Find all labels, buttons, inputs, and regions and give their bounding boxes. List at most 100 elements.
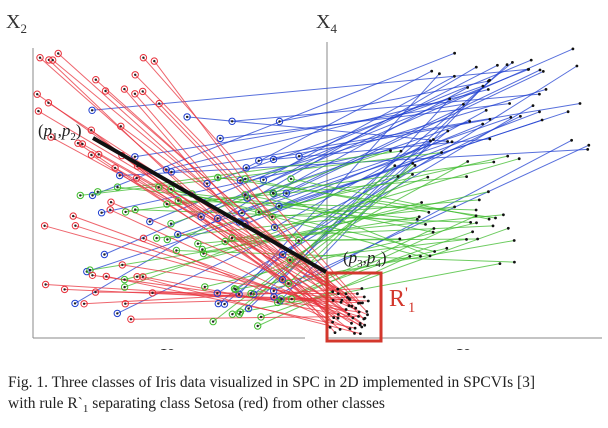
- spc-line-virginica: [273, 87, 468, 195]
- spc-line-setosa: [110, 201, 368, 316]
- spc-line-versicolor: [89, 216, 420, 271]
- spc-line-setosa: [106, 275, 356, 329]
- spc-start-dot: [96, 190, 99, 193]
- spc-start-point-versicolor: [236, 308, 245, 316]
- spc-start-dot: [73, 302, 77, 305]
- spc-start-point-virginica: [269, 155, 278, 164]
- spc-start-dot: [276, 301, 279, 304]
- spc-end-point-versicolor: [477, 198, 481, 202]
- spc-start-dot: [237, 293, 241, 296]
- spc-end-point-versicolor: [465, 175, 468, 179]
- spc-start-dot: [262, 178, 265, 181]
- spc-end-point-versicolor: [413, 164, 417, 167]
- spc-start-point-versicolor: [121, 208, 130, 216]
- rule-label: R'1: [389, 285, 415, 316]
- spc-end-point-virginica: [505, 63, 509, 67]
- spc-line-virginica: [273, 138, 490, 160]
- spc-end-point-virginica: [566, 110, 570, 114]
- spc-line-versicolor: [166, 176, 467, 205]
- spc-start-point-setosa: [74, 139, 82, 147]
- spc-start-point-versicolor: [286, 256, 294, 264]
- spc-end-point-versicolor: [494, 216, 497, 220]
- spc-start-dot: [100, 211, 103, 214]
- spc-end-point-setosa: [344, 292, 348, 296]
- spc-start-dot: [169, 222, 173, 225]
- spc-start-dot: [297, 155, 301, 158]
- spc-line-virginica: [279, 80, 489, 122]
- spc-end-point-versicolor: [487, 217, 491, 221]
- spc-end-point-setosa: [358, 323, 362, 327]
- spc-end-point-setosa: [347, 304, 351, 308]
- spc-start-dot: [74, 224, 77, 227]
- spc-start-dot: [57, 52, 60, 55]
- spc-start-point-setosa: [47, 133, 55, 141]
- spc-end-point-virginica: [529, 58, 533, 62]
- spc-line-versicolor: [176, 250, 515, 263]
- spc-end-point-setosa: [347, 312, 351, 316]
- spc-start-dot: [36, 93, 39, 96]
- spc-start-point-versicolor: [269, 189, 277, 197]
- spc-end-point-setosa: [357, 301, 360, 305]
- spc-end-point-virginica: [466, 86, 469, 89]
- spc-end-point-versicolor: [396, 175, 400, 178]
- spc-start-point-setosa: [36, 54, 44, 62]
- spc-end-point-virginica: [488, 117, 492, 121]
- spc-start-dot: [223, 302, 226, 306]
- spc-end-point-virginica: [538, 110, 541, 114]
- spc-line-setosa: [92, 274, 360, 313]
- spc-start-point-setosa: [101, 87, 110, 95]
- spc-start-dot: [51, 58, 54, 62]
- spc-start-dot: [153, 59, 156, 63]
- spc-start-point-versicolor: [113, 183, 122, 191]
- x4-axis-label: X4: [316, 11, 337, 36]
- spc-start-dot: [94, 78, 98, 81]
- spc-line-setosa: [52, 59, 350, 307]
- spc-end-point-virginica: [570, 138, 573, 142]
- spc-end-point-setosa: [366, 299, 370, 303]
- spc-start-dot: [240, 211, 243, 214]
- spc-end-point-setosa: [332, 316, 336, 319]
- spc-start-dot: [281, 253, 284, 256]
- spc-start-point-versicolor: [174, 197, 183, 205]
- spc-start-dot: [135, 176, 138, 180]
- spc-start-point-versicolor: [228, 310, 237, 318]
- spc-end-point-setosa: [331, 320, 334, 324]
- spc-end-point-versicolor: [506, 226, 510, 230]
- spc-end-point-setosa: [361, 301, 364, 305]
- spc-end-point-versicolor: [393, 164, 397, 168]
- spc-start-dot: [141, 90, 144, 93]
- spc-start-point-setosa: [33, 90, 41, 98]
- spc-start-dot: [104, 89, 107, 93]
- spc-start-point-virginica: [244, 304, 253, 313]
- spc-start-dot: [217, 302, 220, 305]
- spc-end-point-versicolor: [502, 213, 505, 217]
- spc-start-dot: [121, 263, 124, 267]
- spc-start-dot: [118, 174, 121, 177]
- spc-end-point-setosa: [363, 323, 367, 327]
- spc-end-point-virginica: [462, 102, 465, 106]
- spc-line-setosa: [136, 177, 363, 328]
- spc-line-versicolor: [260, 227, 509, 318]
- spc-start-dot: [288, 258, 292, 262]
- spc-end-point-versicolor: [474, 214, 478, 218]
- spc-end-point-virginica: [511, 61, 514, 64]
- spc-start-point-versicolor: [94, 188, 102, 196]
- spc-start-point-setosa: [106, 206, 114, 214]
- spc-line-setosa: [109, 209, 361, 326]
- spc-line-virginica: [177, 141, 453, 235]
- spc-start-point-setosa: [150, 57, 159, 65]
- spc-end-point-virginica: [446, 140, 449, 143]
- spc-start-dot: [105, 275, 108, 278]
- caption-line-1: Fig. 1. Three classes of Iris data visua…: [8, 374, 536, 391]
- spc-start-dot: [123, 278, 126, 281]
- spc-end-point-setosa: [346, 296, 349, 299]
- spc-line-virginica: [273, 144, 590, 292]
- spc-start-dot: [76, 142, 80, 145]
- spc-points-group: [33, 47, 591, 335]
- spc-start-point-setosa: [139, 273, 147, 281]
- spc-start-dot: [63, 288, 66, 291]
- spc-start-dot: [49, 135, 53, 139]
- spc-start-dot: [287, 282, 290, 285]
- spc-start-dot: [116, 312, 119, 315]
- spc-start-point-virginica: [275, 117, 284, 126]
